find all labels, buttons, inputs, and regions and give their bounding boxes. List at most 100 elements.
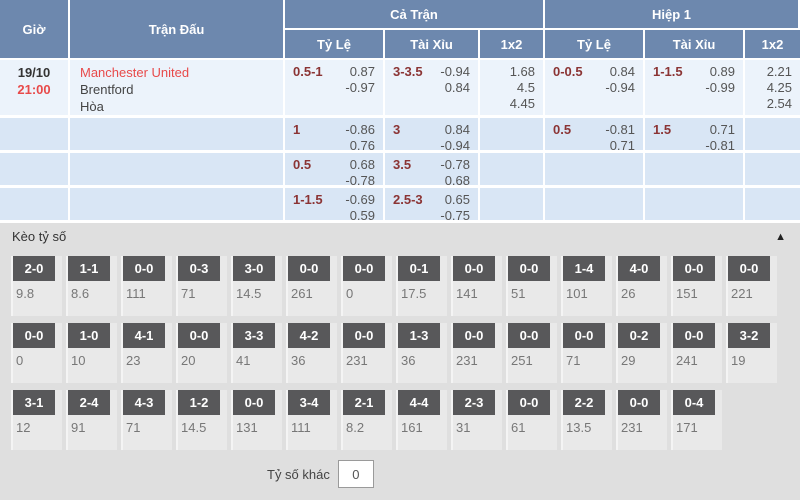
score-cell[interactable]: 3-2 19 (726, 323, 777, 383)
full-handicap-cell[interactable]: 1 -0.86 0.76 (285, 118, 385, 153)
score-cell[interactable]: 0-0 231 (451, 323, 502, 383)
odds-value[interactable]: 0.59 (349, 208, 375, 223)
odds-values[interactable]: -0.69 0.59 (345, 192, 375, 223)
odds-value[interactable]: 0.71 (609, 138, 635, 153)
full-handicap-cell[interactable]: 0.5 0.68 -0.78 (285, 153, 385, 188)
odds-value[interactable]: -0.69 (345, 192, 375, 207)
odds-value[interactable]: 2.21 (766, 64, 792, 79)
score-cell[interactable]: 0-0 231 (341, 323, 392, 383)
odds-values[interactable]: 0.71 -0.81 (705, 122, 735, 153)
odds-value[interactable]: -0.97 (345, 80, 375, 95)
odds-value[interactable]: -0.81 (705, 138, 735, 153)
odds-value[interactable]: -0.94 (440, 64, 470, 79)
score-cell[interactable]: 0-2 29 (616, 323, 667, 383)
score-cell[interactable]: 0-0 151 (671, 256, 722, 316)
score-cell[interactable]: 0-0 0 (341, 256, 392, 316)
odds-value[interactable]: 0.84 (444, 122, 470, 137)
odds-value[interactable]: 4.5 (516, 80, 535, 95)
odds-value[interactable]: 0.76 (349, 138, 375, 153)
odds-values[interactable]: -0.94 0.84 (440, 64, 470, 96)
full-handicap-cell[interactable]: 0.5-1 0.87 -0.97 (285, 60, 385, 118)
score-cell[interactable]: 0-0 131 (231, 390, 282, 450)
score-cell[interactable]: 4-0 26 (616, 256, 667, 316)
odds-value[interactable]: 2.54 (766, 96, 792, 111)
score-cell[interactable]: 0-0 221 (726, 256, 777, 316)
score-cell[interactable]: 0-0 261 (286, 256, 337, 316)
odds-value[interactable]: 4.45 (509, 96, 535, 111)
odds-value[interactable]: -0.94 (605, 80, 635, 95)
score-cell[interactable]: 3-4 111 (286, 390, 337, 450)
odds-value[interactable]: -0.78 (345, 173, 375, 188)
odds-value[interactable]: 1.68 (509, 64, 535, 79)
score-cell[interactable]: 0-0 0 (11, 323, 62, 383)
full-overunder-cell[interactable]: 3.5 -0.78 0.68 (385, 153, 480, 188)
half-overunder-cell[interactable]: 1-1.5 0.89 -0.99 (645, 60, 745, 118)
score-cell[interactable]: 2-1 8.2 (341, 390, 392, 450)
odds-values[interactable]: -0.81 0.71 (605, 122, 635, 153)
score-cell[interactable]: 1-2 14.5 (176, 390, 227, 450)
odds-values[interactable]: -0.86 0.76 (345, 122, 375, 153)
score-cell[interactable]: 0-0 111 (121, 256, 172, 316)
score-cell[interactable]: 0-0 61 (506, 390, 557, 450)
odds-value[interactable]: 0.65 (444, 192, 470, 207)
odds-values[interactable]: 0.68 -0.78 (345, 157, 375, 188)
odds-value[interactable]: 0.84 (609, 64, 635, 79)
score-cell[interactable]: 2-2 13.5 (561, 390, 612, 450)
odds-value[interactable]: 4.25 (766, 80, 792, 95)
score-cell[interactable]: 0-4 171 (671, 390, 722, 450)
full-overunder-cell[interactable]: 3 0.84 -0.94 (385, 118, 480, 153)
score-cell[interactable]: 4-2 36 (286, 323, 337, 383)
full-1x2-cell[interactable]: 1.68 4.5 4.45 (480, 60, 545, 118)
score-cell[interactable]: 3-0 14.5 (231, 256, 282, 316)
odds-value[interactable]: -0.94 (440, 138, 470, 153)
odds-values[interactable]: 0.87 -0.97 (345, 64, 375, 96)
half-handicap-cell[interactable]: 0-0.5 0.84 -0.94 (545, 60, 645, 118)
score-cell[interactable]: 1-3 36 (396, 323, 447, 383)
odds-value[interactable]: 0.68 (444, 173, 470, 188)
score-cell[interactable]: 2-0 9.8 (11, 256, 62, 316)
odds-values[interactable]: 0.84 -0.94 (440, 122, 470, 153)
score-cell[interactable]: 0-0 251 (506, 323, 557, 383)
score-cell[interactable]: 2-4 91 (66, 390, 117, 450)
score-cell[interactable]: 0-0 231 (616, 390, 667, 450)
odds-value[interactable]: 0.84 (444, 80, 470, 95)
score-cell[interactable]: 3-3 41 (231, 323, 282, 383)
odds-value[interactable]: -0.81 (605, 122, 635, 137)
score-cell[interactable]: 4-3 71 (121, 390, 172, 450)
score-cell[interactable]: 0-0 71 (561, 323, 612, 383)
odds-value[interactable]: 0.89 (709, 64, 735, 79)
score-cell[interactable]: 4-4 161 (396, 390, 447, 450)
score-cell[interactable]: 0-0 51 (506, 256, 557, 316)
odds-value[interactable]: -0.86 (345, 122, 375, 137)
half-handicap-cell[interactable]: 0.5 -0.81 0.71 (545, 118, 645, 153)
odds-value[interactable]: 0.68 (349, 157, 375, 172)
collapse-arrow-icon[interactable]: ▲ (775, 230, 786, 243)
score-cell[interactable]: 1-4 101 (561, 256, 612, 316)
correct-score-header[interactable]: Kèo tỷ số ▲ (0, 223, 800, 250)
odds-value[interactable]: 0.71 (709, 122, 735, 137)
odds-value[interactable]: -0.99 (705, 80, 735, 95)
score-cell[interactable]: 0-0 141 (451, 256, 502, 316)
score-cell[interactable]: 1-1 8.6 (66, 256, 117, 316)
odds-values[interactable]: -0.78 0.68 (440, 157, 470, 188)
odds-values[interactable]: 0.65 -0.75 (440, 192, 470, 223)
odds-values[interactable]: 0.84 -0.94 (605, 64, 635, 96)
half-overunder-cell[interactable]: 1.5 0.71 -0.81 (645, 118, 745, 153)
full-overunder-cell[interactable]: 3-3.5 -0.94 0.84 (385, 60, 480, 118)
score-cell[interactable]: 3-1 12 (11, 390, 62, 450)
odds-value[interactable]: 0.87 (349, 64, 375, 79)
score-cell[interactable]: 4-1 23 (121, 323, 172, 383)
score-cell[interactable]: 0-0 241 (671, 323, 722, 383)
score-cell[interactable]: 0-1 17.5 (396, 256, 447, 316)
odds-value[interactable]: -0.78 (440, 157, 470, 172)
full-overunder-cell[interactable]: 2.5-3 0.65 -0.75 (385, 188, 480, 223)
other-score-odds[interactable]: 0 (337, 460, 374, 488)
score-cell[interactable]: 0-3 71 (176, 256, 227, 316)
odds-value[interactable]: -0.75 (440, 208, 470, 223)
score-cell[interactable]: 0-0 20 (176, 323, 227, 383)
score-cell[interactable]: 1-0 10 (66, 323, 117, 383)
full-handicap-cell[interactable]: 1-1.5 -0.69 0.59 (285, 188, 385, 223)
score-cell[interactable]: 2-3 31 (451, 390, 502, 450)
odds-values[interactable]: 0.89 -0.99 (705, 64, 735, 96)
half-1x2-cell[interactable]: 2.21 4.25 2.54 (745, 60, 800, 118)
